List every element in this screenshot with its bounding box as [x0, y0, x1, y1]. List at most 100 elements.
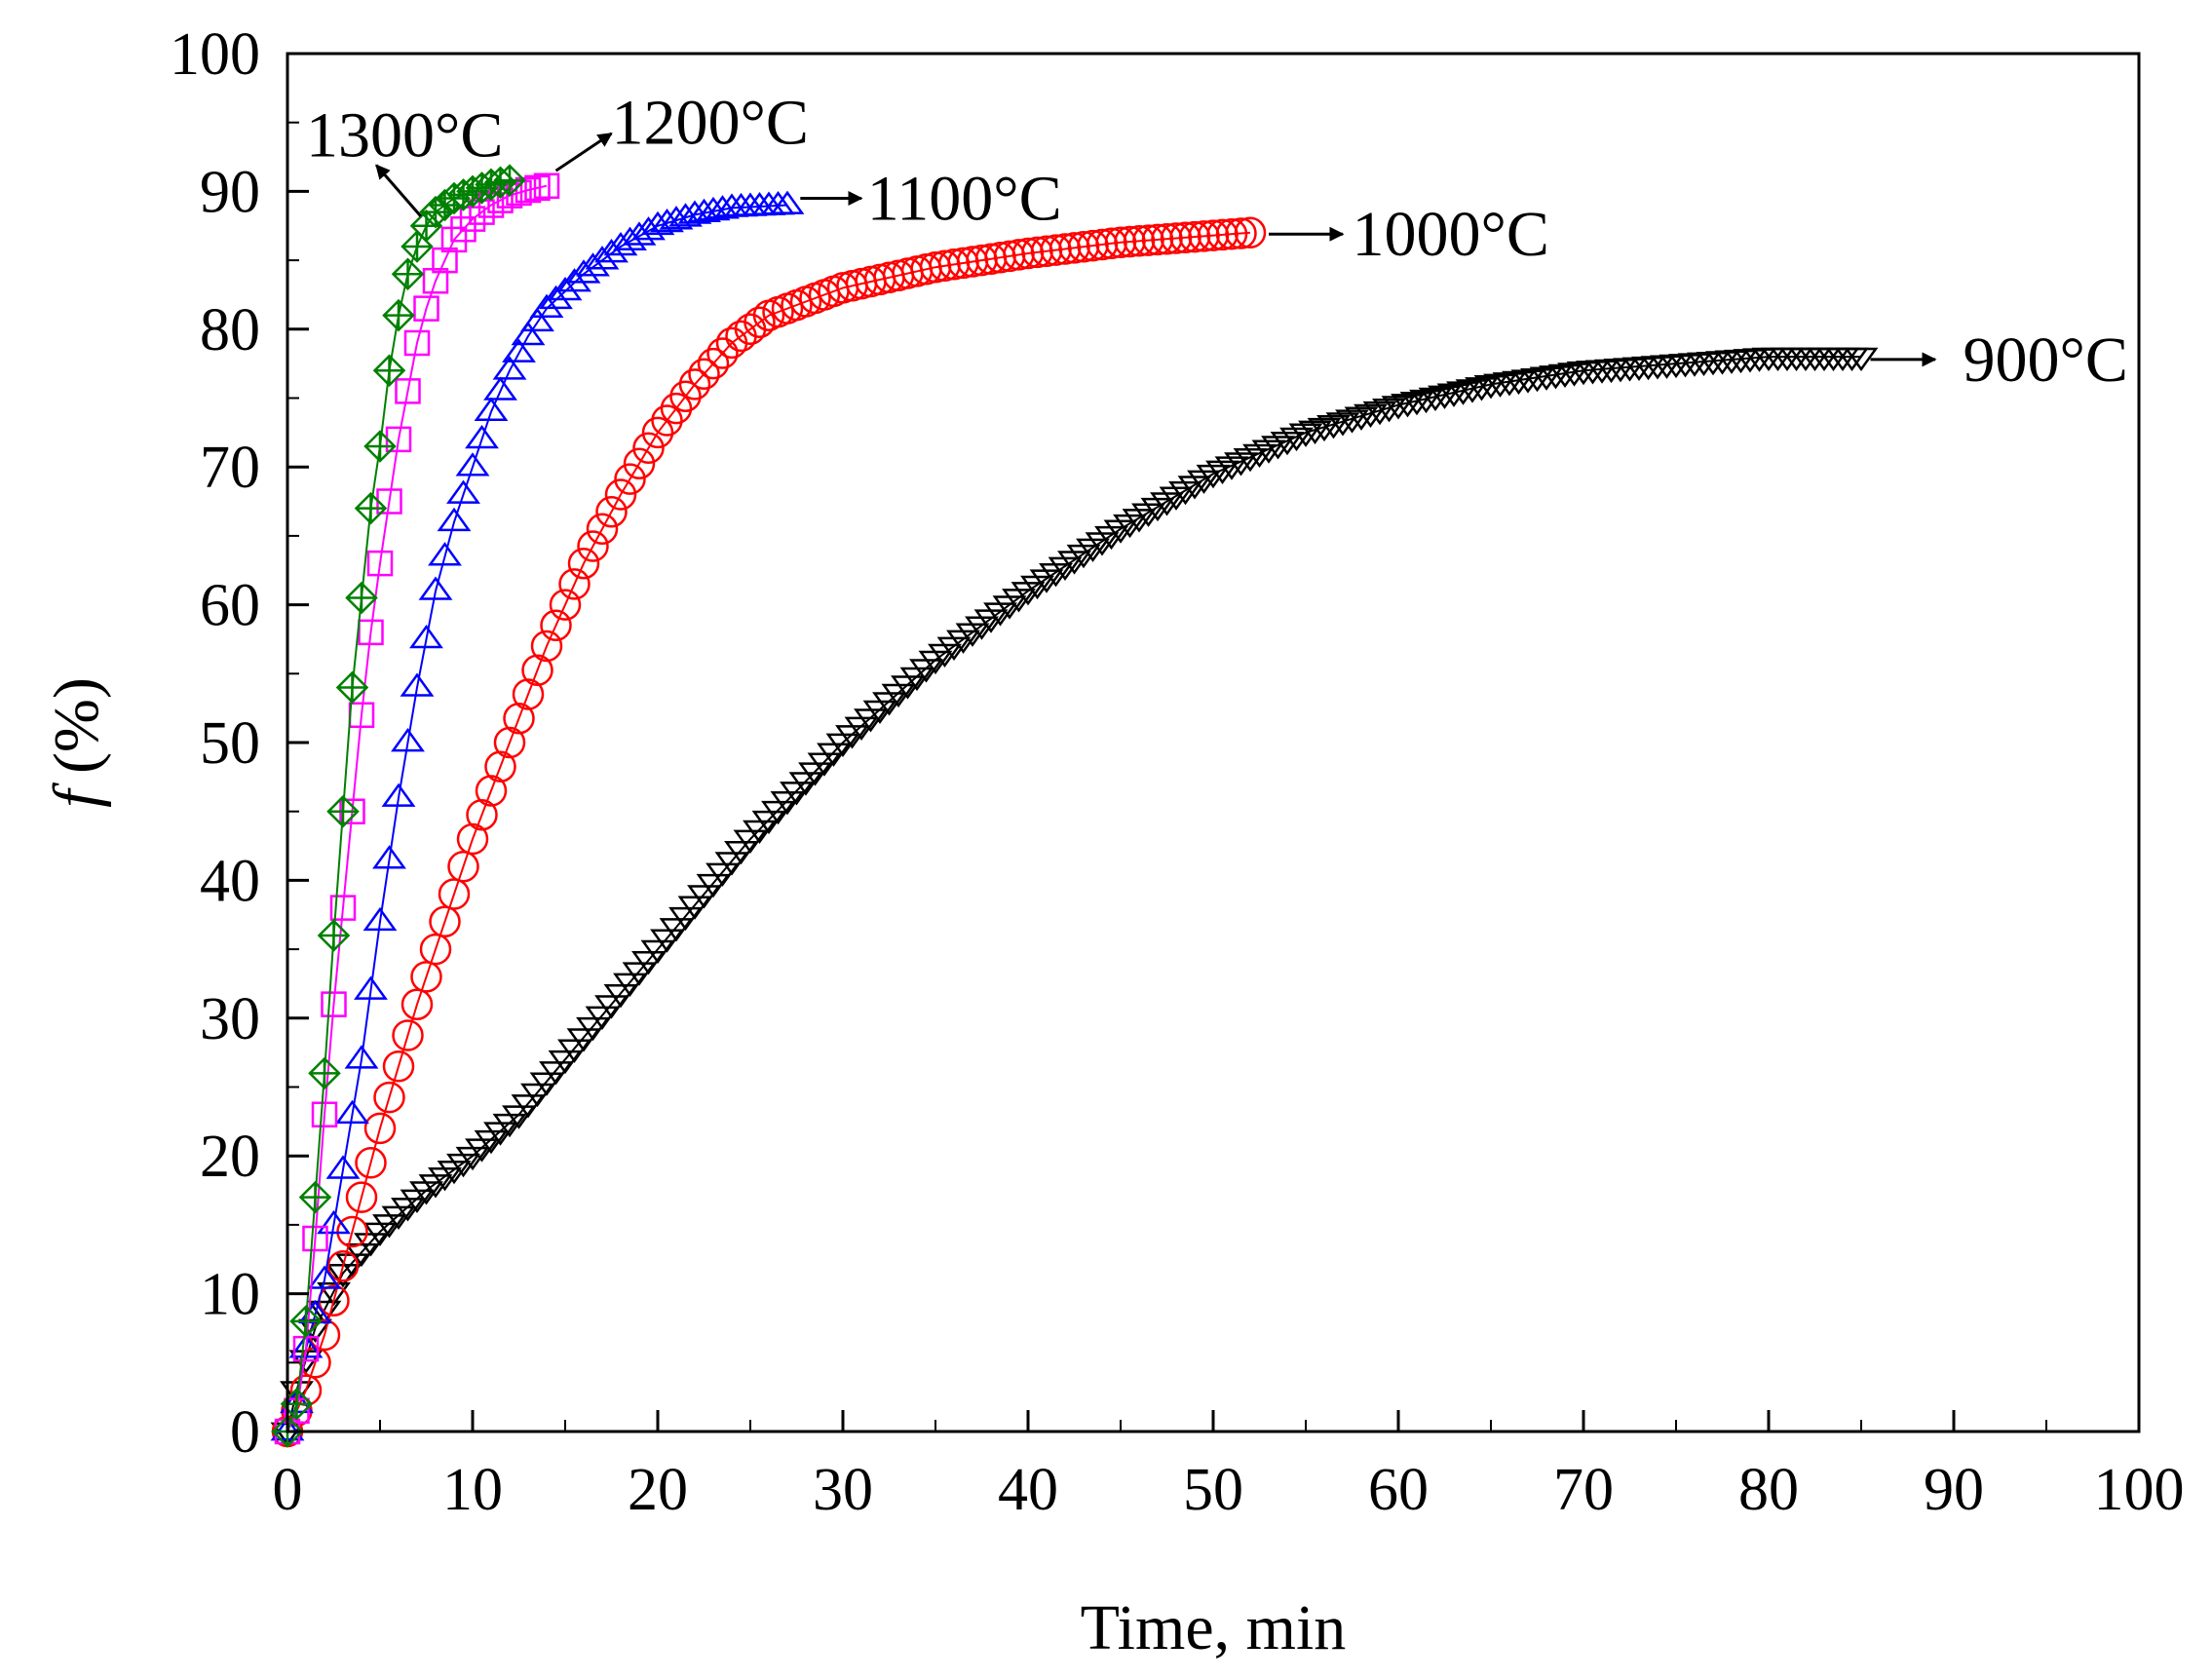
data-point — [1214, 456, 1249, 480]
y-tick-label: 80 — [200, 297, 260, 363]
data-point — [641, 416, 674, 449]
data-point — [788, 772, 823, 796]
data-point — [502, 1105, 536, 1129]
data-point — [363, 1112, 397, 1145]
data-point — [358, 619, 384, 646]
data-point — [1123, 225, 1156, 257]
data-point — [1206, 218, 1239, 251]
data-point — [1233, 447, 1268, 473]
data-point — [558, 568, 591, 600]
data-point — [557, 1039, 591, 1063]
data-point — [355, 1147, 387, 1179]
data-point — [585, 246, 620, 270]
y-tick-label: 0 — [230, 1399, 260, 1466]
x-tick-label: 0 — [273, 1457, 303, 1523]
x-tick-label: 80 — [1738, 1457, 1799, 1523]
x-tick-label: 20 — [628, 1457, 688, 1523]
data-point — [475, 775, 508, 807]
data-point — [1261, 436, 1295, 460]
data-point — [446, 479, 480, 504]
data-point — [524, 174, 551, 202]
data-point — [1372, 399, 1406, 423]
data-point — [539, 1061, 573, 1086]
data-point — [640, 939, 675, 965]
y-tick-label: 20 — [200, 1124, 260, 1190]
data-point — [714, 852, 749, 876]
data-point — [403, 329, 431, 357]
data-point — [284, 1397, 310, 1425]
data-point — [594, 239, 629, 263]
data-point — [1225, 217, 1257, 249]
data-point — [418, 576, 453, 600]
data-point — [317, 1209, 351, 1235]
data-point — [511, 1094, 546, 1119]
data-point — [724, 840, 758, 865]
series-1200C — [274, 172, 560, 1445]
data-point — [292, 1335, 320, 1362]
data-point — [455, 452, 490, 477]
data-point — [1224, 452, 1258, 477]
data-point — [428, 542, 462, 566]
data-point — [429, 905, 461, 938]
data-point — [668, 906, 703, 932]
data-point — [437, 507, 472, 532]
data-point — [466, 798, 498, 831]
data-point — [298, 1180, 332, 1214]
data-point — [362, 906, 398, 932]
data-point — [381, 783, 416, 807]
data-point — [697, 347, 730, 380]
y-tick-label: 100 — [170, 21, 260, 88]
data-point — [325, 1155, 361, 1179]
data-point — [1307, 417, 1342, 442]
data-point — [585, 1006, 620, 1030]
data-point — [511, 321, 546, 346]
data-point — [392, 1019, 424, 1051]
data-point — [1288, 423, 1323, 447]
x-axis-title: Time, min — [1081, 1592, 1347, 1663]
data-point — [761, 800, 795, 825]
data-point — [311, 1101, 338, 1128]
data-point — [1381, 396, 1416, 420]
data-point — [529, 293, 564, 318]
data-point — [1502, 370, 1536, 396]
data-point — [798, 762, 832, 786]
y-tick-label: 90 — [200, 159, 260, 225]
plot-area-frame — [286, 52, 2141, 1433]
data-point — [317, 1281, 351, 1307]
annotation-1300C: 1300°C — [306, 99, 503, 217]
data-point — [1409, 389, 1443, 414]
annotation-1100C: 1100°C — [800, 163, 1062, 234]
data-point — [1242, 443, 1277, 469]
data-point — [493, 164, 526, 197]
data-point — [366, 550, 394, 577]
x-tick-label: 50 — [1183, 1457, 1243, 1523]
y-tick-label: 70 — [200, 435, 260, 501]
data-point — [1132, 224, 1164, 256]
data-point — [549, 589, 582, 621]
y-tick-label: 30 — [200, 986, 260, 1052]
series-1000C — [271, 216, 1267, 1448]
data-point — [493, 726, 526, 759]
data-point — [1335, 409, 1369, 434]
data-point — [354, 491, 388, 525]
data-point — [1196, 464, 1231, 489]
data-point — [1095, 227, 1127, 260]
data-point — [307, 1265, 342, 1289]
data-point — [770, 791, 805, 816]
series-label: 900°C — [1964, 325, 2128, 396]
data-point — [520, 307, 554, 332]
data-point — [321, 991, 347, 1017]
data-point — [576, 1016, 610, 1042]
data-point — [743, 820, 777, 845]
data-point — [345, 1181, 378, 1213]
data-point — [1354, 403, 1388, 429]
data-point — [533, 172, 560, 199]
data-point — [326, 794, 360, 828]
y-axis-title: f (%) — [41, 677, 112, 808]
data-point — [631, 951, 666, 975]
data-point — [484, 750, 516, 783]
data-point — [1557, 363, 1591, 387]
data-point — [289, 1305, 323, 1338]
y-tick-label: 50 — [200, 710, 260, 777]
